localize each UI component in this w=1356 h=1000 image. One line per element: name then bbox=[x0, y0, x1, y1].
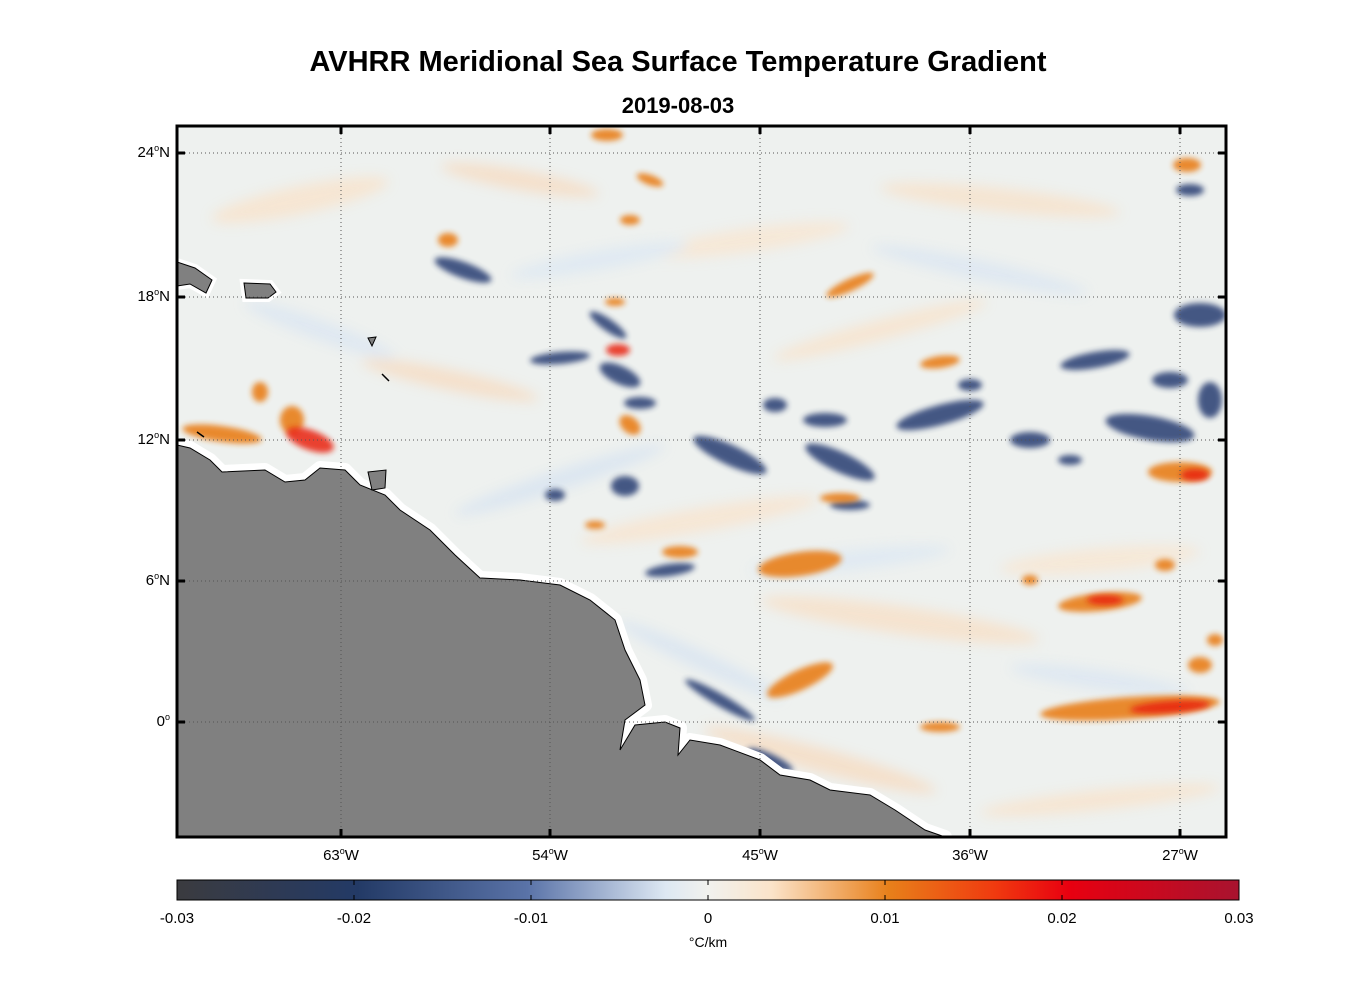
colorbar-ticks bbox=[353, 880, 1063, 900]
map-title: AVHRR Meridional Sea Surface Temperature… bbox=[309, 46, 1047, 78]
sst-gradient-field bbox=[177, 126, 1226, 837]
lon-label-36w: 36oW bbox=[952, 846, 988, 864]
colorbar-tick-label: 0 bbox=[703, 910, 713, 927]
map-subtitle-date: 2019-08-03 bbox=[621, 93, 735, 118]
colorbar-tick-label: -0.01 bbox=[513, 910, 549, 927]
lat-label-24n: 24oN bbox=[137, 143, 170, 161]
colorbar-unit-label: °C/km bbox=[688, 934, 728, 950]
caribbean-islet bbox=[367, 336, 377, 348]
lat-label-12n: 12oN bbox=[137, 430, 170, 448]
lon-label-45w: 45oW bbox=[742, 846, 778, 864]
trinidad-island bbox=[367, 469, 387, 491]
lon-label-63w: 63oW bbox=[323, 846, 359, 864]
colorbar-tick-label: -0.03 bbox=[159, 910, 195, 927]
graticule bbox=[177, 126, 1226, 837]
colorbar-tick-label: 0.01 bbox=[870, 910, 900, 927]
lat-label-0: 0o bbox=[156, 712, 170, 730]
colorbar-tick-label: 0.03 bbox=[1224, 910, 1254, 927]
lon-label-27w: 27oW bbox=[1162, 846, 1198, 864]
lon-label-54w: 54oW bbox=[532, 846, 568, 864]
lat-label-18n: 18oN bbox=[137, 287, 170, 305]
lat-label-6n: 6oN bbox=[145, 571, 170, 589]
map-frame bbox=[175, 124, 1228, 839]
colorbar-tick-label: 0.02 bbox=[1047, 910, 1077, 927]
colorbar-tick-label: -0.02 bbox=[336, 910, 372, 927]
